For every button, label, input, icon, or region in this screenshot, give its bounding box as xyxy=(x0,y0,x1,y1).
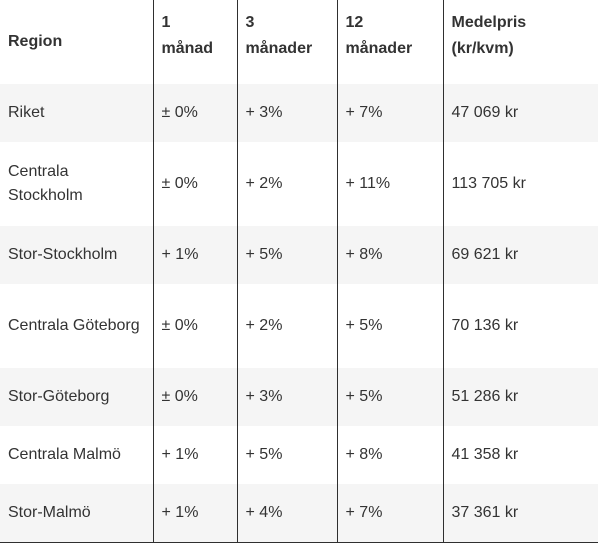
table-row: Stor-Göteborg ± 0% + 3% + 5% 51 286 kr xyxy=(0,368,598,426)
cell-average-price: 113 705 kr xyxy=(442,142,598,226)
header-1-month-unit: månad xyxy=(161,40,214,57)
cell-1-month: ± 0% xyxy=(152,84,237,142)
header-region-label: Region xyxy=(8,33,63,50)
table-row: Stor-Malmö + 1% + 4% + 7% 37 361 kr xyxy=(0,484,598,543)
cell-region: Centrala Malmö xyxy=(0,426,153,484)
cell-average-price: 41 358 kr xyxy=(442,426,598,484)
header-average-price-label: Medelpris xyxy=(451,14,527,31)
cell-region: Riket xyxy=(0,84,153,142)
table-row: Centrala Stockholm ± 0% + 2% + 11% 113 7… xyxy=(0,142,598,226)
cell-region: Stor-Malmö xyxy=(0,484,153,543)
header-3-months-unit: månader xyxy=(245,40,313,57)
cell-1-month: + 1% xyxy=(152,484,237,543)
cell-12-months: + 11% xyxy=(336,142,443,226)
cell-3-months: + 5% xyxy=(236,226,337,284)
cell-12-months: + 7% xyxy=(336,84,443,142)
cell-12-months: + 5% xyxy=(336,284,443,368)
header-average-price-unit: (kr/kvm) xyxy=(451,40,514,57)
cell-average-price: 69 621 kr xyxy=(442,226,598,284)
cell-12-months: + 8% xyxy=(336,426,443,484)
cell-average-price: 47 069 kr xyxy=(442,84,598,142)
table-row: Riket ± 0% + 3% + 7% 47 069 kr xyxy=(0,84,598,142)
header-12-months-unit: månader xyxy=(345,40,413,57)
cell-3-months: + 4% xyxy=(236,484,337,543)
cell-3-months: + 5% xyxy=(236,426,337,484)
cell-average-price: 37 361 kr xyxy=(442,484,598,543)
table-row: Stor-Stockholm + 1% + 5% + 8% 69 621 kr xyxy=(0,226,598,284)
cell-region: Stor-Stockholm xyxy=(0,226,153,284)
cell-region: Stor-Göteborg xyxy=(0,368,153,426)
header-1-month: 1 månad xyxy=(152,0,237,84)
cell-3-months: + 3% xyxy=(236,368,337,426)
cell-1-month: + 1% xyxy=(152,226,237,284)
table-header: Region 1 månad 3 månader 12 månader Mede… xyxy=(0,0,598,84)
cell-region: Centrala Stockholm xyxy=(0,142,153,226)
cell-average-price: 51 286 kr xyxy=(442,368,598,426)
cell-average-price: 70 136 kr xyxy=(442,284,598,368)
cell-3-months: + 2% xyxy=(236,284,337,368)
header-3-months: 3 månader xyxy=(236,0,337,84)
cell-3-months: + 2% xyxy=(236,142,337,226)
cell-1-month: ± 0% xyxy=(152,368,237,426)
table-row: Centrala Göteborg ± 0% + 2% + 5% 70 136 … xyxy=(0,284,598,368)
cell-12-months: + 7% xyxy=(336,484,443,543)
header-average-price: Medelpris (kr/kvm) xyxy=(442,0,598,84)
cell-region: Centrala Göteborg xyxy=(0,284,153,368)
table-body: Riket ± 0% + 3% + 7% 47 069 kr Centrala … xyxy=(0,84,598,543)
table-row: Centrala Malmö + 1% + 5% + 8% 41 358 kr xyxy=(0,426,598,484)
header-region: Region xyxy=(0,0,153,84)
cell-1-month: + 1% xyxy=(152,426,237,484)
header-3-months-number: 3 xyxy=(245,14,255,31)
cell-1-month: ± 0% xyxy=(152,284,237,368)
cell-12-months: + 5% xyxy=(336,368,443,426)
header-row: Region 1 månad 3 månader 12 månader Mede… xyxy=(0,0,598,84)
header-12-months-number: 12 xyxy=(345,14,364,31)
header-12-months: 12 månader xyxy=(336,0,443,84)
header-1-month-number: 1 xyxy=(161,14,171,31)
cell-3-months: + 3% xyxy=(236,84,337,142)
cell-12-months: + 8% xyxy=(336,226,443,284)
cell-1-month: ± 0% xyxy=(152,142,237,226)
